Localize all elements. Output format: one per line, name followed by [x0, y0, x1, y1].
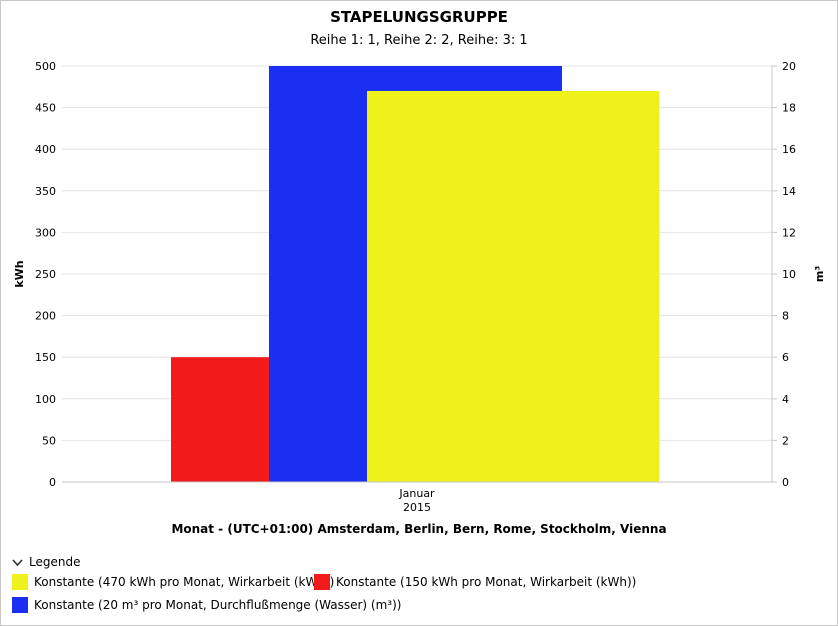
legend-item-label: Konstante (470 kWh pro Monat, Wirkarbeit…	[34, 575, 335, 589]
y2-tick-label: 8	[782, 310, 789, 323]
y-tick-label: 50	[42, 434, 56, 447]
y2-tick-label: 10	[782, 268, 796, 281]
legend-item-blue[interactable]: Konstante (20 m³ pro Monat, Durchflußmen…	[12, 597, 401, 613]
x-tick-label-line1: Januar	[398, 487, 435, 500]
y2-tick-label: 4	[782, 393, 789, 406]
y2-tick-label: 14	[782, 185, 796, 198]
y-tick-label: 0	[49, 476, 56, 489]
x-tick-label-line2: 2015	[403, 501, 431, 514]
y2-tick-label: 6	[782, 351, 789, 364]
y-tick-label: 350	[35, 185, 56, 198]
chart-subtitle: Reihe 1: 1, Reihe 2: 2, Reihe: 3: 1	[310, 33, 528, 48]
legend-item-label: Konstante (20 m³ pro Monat, Durchflußmen…	[34, 598, 402, 612]
y-tick-label: 450	[35, 102, 56, 115]
y-axis-ticks: 0 50 100 150 200 250 300 350 400 450 500	[35, 60, 56, 489]
legend-swatch	[12, 574, 28, 590]
legend-toggle-label: Legende	[29, 555, 81, 569]
y2-tick-label: 12	[782, 226, 796, 239]
y2-tick-label: 0	[782, 476, 789, 489]
bar-series-3[interactable]	[367, 90, 659, 483]
y-tick-label: 400	[35, 143, 56, 156]
chevron-down-icon	[12, 558, 23, 566]
y2-tick-label: 2	[782, 434, 789, 447]
y-axis-title: kWh	[13, 260, 26, 287]
legend-swatch	[12, 597, 28, 613]
bars	[171, 66, 659, 483]
y-tick-label: 150	[35, 351, 56, 364]
legend-item-label: Konstante (150 kWh pro Monat, Wirkarbeit…	[336, 575, 637, 589]
bar-series-1[interactable]	[171, 357, 269, 482]
legend-toggle[interactable]: Legende	[12, 555, 80, 569]
y2-tick-label: 16	[782, 143, 796, 156]
legend-item-yellow[interactable]: Konstante (470 kWh pro Monat, Wirkarbeit…	[12, 574, 334, 590]
y2-axis-title: m³	[813, 266, 826, 282]
y-tick-label: 100	[35, 393, 56, 406]
y2-tick-label: 20	[782, 60, 796, 73]
y-tick-label: 250	[35, 268, 56, 281]
legend-swatch	[314, 574, 330, 590]
y2-axis-ticks: 0 2 4 6 8 10 12 14 16 18 20	[772, 60, 796, 489]
x-axis-title: Monat - (UTC+01:00) Amsterdam, Berlin, B…	[171, 522, 667, 536]
chart-title: STAPELUNGSGRUPPE	[330, 8, 508, 26]
y-tick-label: 300	[35, 226, 56, 239]
y2-tick-label: 18	[782, 102, 796, 115]
legend-item-red[interactable]: Konstante (150 kWh pro Monat, Wirkarbeit…	[314, 574, 636, 590]
y-tick-label: 500	[35, 60, 56, 73]
y-tick-label: 200	[35, 310, 56, 323]
